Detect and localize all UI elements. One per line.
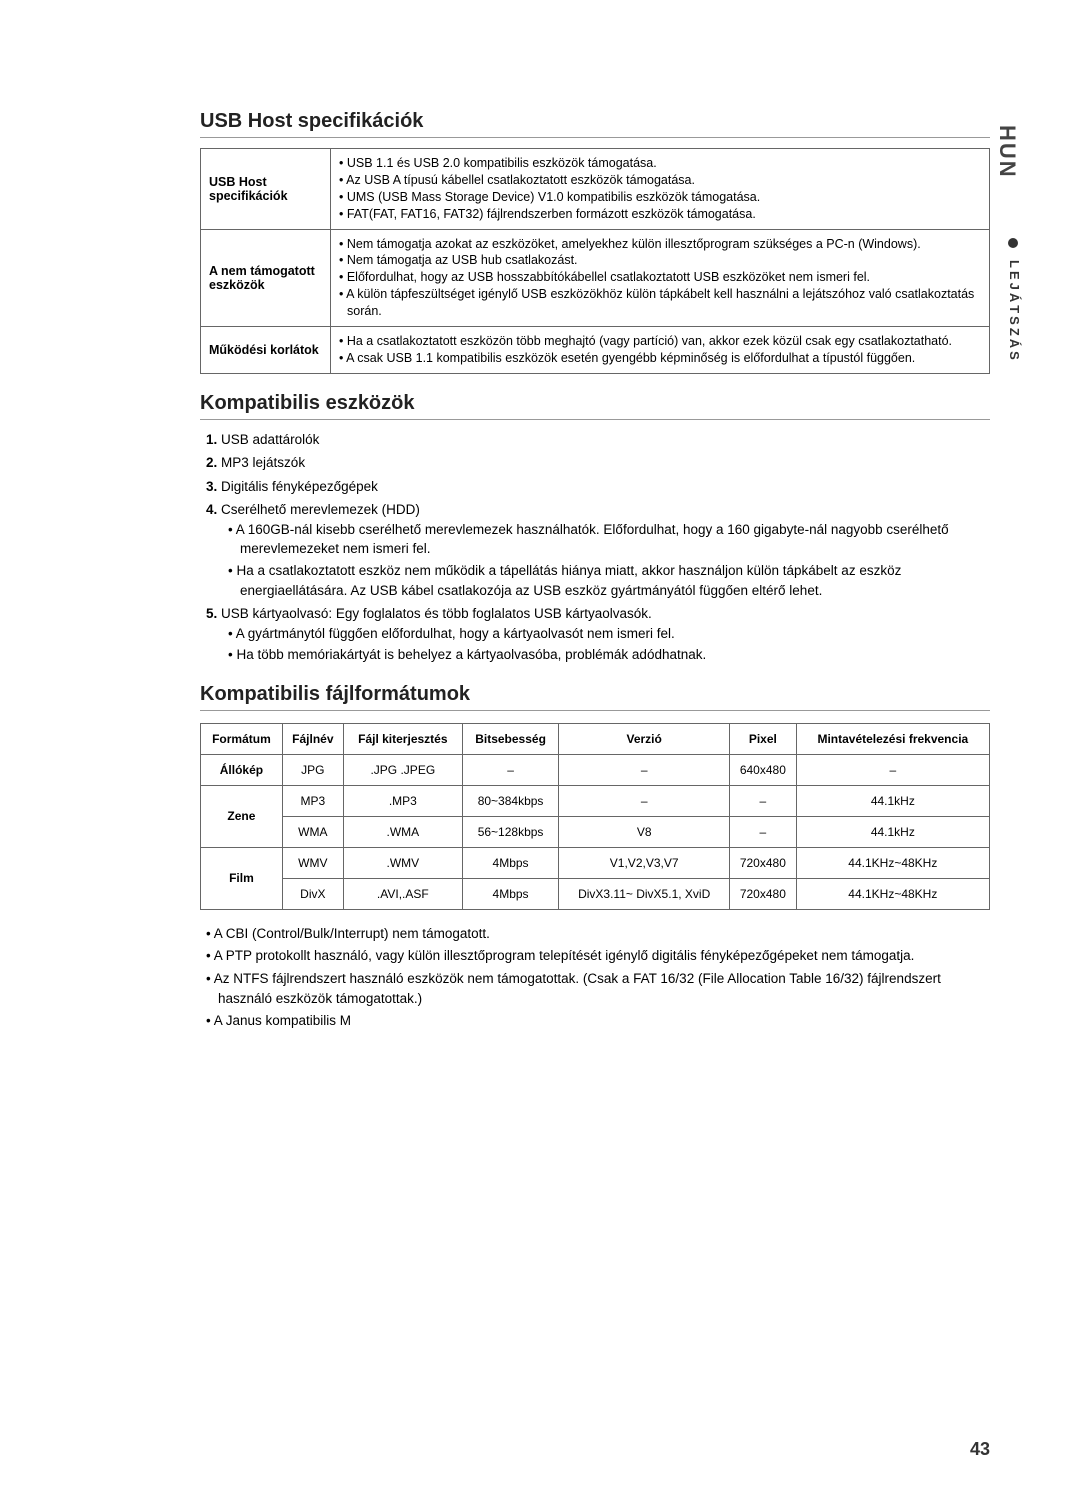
cell: V8 <box>559 816 730 847</box>
cell: – <box>730 816 797 847</box>
table-row: FilmWMV.WMV4MbpsV1,V2,V3,V7720x48044.1KH… <box>201 847 990 878</box>
category-cell: Zene <box>201 785 283 847</box>
list-item: • A külön tápfeszültséget igénylő USB es… <box>339 286 981 320</box>
cell: WMV <box>282 847 343 878</box>
cell: MP3 <box>282 785 343 816</box>
spec-section: USB Host specifikációk USB Host specifik… <box>200 110 990 374</box>
list-item: • Nem támogatja azokat az eszközöket, am… <box>339 236 981 253</box>
table-row: Működési korlátok • Ha a csatlakoztatott… <box>201 326 990 373</box>
cell: 44.1kHz <box>796 816 989 847</box>
table-row: ÁllóképJPG.JPG .JPEG––640x480– <box>201 754 990 785</box>
cell: 4Mbps <box>462 878 558 909</box>
list-item: Digitális fényképezőgépek <box>206 477 990 497</box>
list-item: • FAT(FAT, FAT16, FAT32) fájlrendszerben… <box>339 206 981 223</box>
cell: 720x480 <box>730 878 797 909</box>
table-row: A nem támogatott eszközök • Nem támogatj… <box>201 229 990 326</box>
category-cell: Film <box>201 847 283 909</box>
document-page: USB Host specifikációk USB Host specifik… <box>0 0 1080 1089</box>
table-row: USB Host specifikációk • USB 1.1 és USB … <box>201 149 990 230</box>
list-item: MP3 lejátszók <box>206 453 990 473</box>
page-number: 43 <box>970 1439 990 1460</box>
col-header: Fájlnév <box>282 723 343 754</box>
list-item: Cserélhető merevlemezek (HDD) A 160GB-ná… <box>206 500 990 600</box>
row-content: • Ha a csatlakoztatott eszközön több meg… <box>331 326 990 373</box>
category-cell: Állókép <box>201 754 283 785</box>
col-header: Formátum <box>201 723 283 754</box>
list-item: Az NTFS fájlrendszert használó eszközök … <box>206 969 990 1008</box>
heading-compat-formats: Kompatibilis fájlformátumok <box>200 683 990 711</box>
cell: 4Mbps <box>462 847 558 878</box>
row-label: USB Host specifikációk <box>201 149 331 230</box>
cell: – <box>559 754 730 785</box>
list-item: Ha több memóriakártyát is behelyez a kár… <box>228 645 990 665</box>
table-row: DivX.AVI,.ASF4MbpsDivX3.11~ DivX5.1, Xvi… <box>201 878 990 909</box>
row-label: Működési korlátok <box>201 326 331 373</box>
cell: 80~384kbps <box>462 785 558 816</box>
cell: 56~128kbps <box>462 816 558 847</box>
col-header: Pixel <box>730 723 797 754</box>
cell: 44.1KHz~48KHz <box>796 847 989 878</box>
cell: DivX3.11~ DivX5.1, XviD <box>559 878 730 909</box>
cell: – <box>462 754 558 785</box>
list-item: USB kártyaolvasó: Egy foglalatos és több… <box>206 604 990 665</box>
cell: JPG <box>282 754 343 785</box>
cell: .WMA <box>343 816 462 847</box>
table-row: ZeneMP3.MP380~384kbps––44.1kHz <box>201 785 990 816</box>
notes-list: A CBI (Control/Bulk/Interrupt) nem támog… <box>200 924 990 1031</box>
list-item: • Nem támogatja az USB hub csatlakozást. <box>339 252 981 269</box>
table-header-row: Formátum Fájlnév Fájl kiterjesztés Bitse… <box>201 723 990 754</box>
heading-compat-devices: Kompatibilis eszközök <box>200 392 990 420</box>
cell: WMA <box>282 816 343 847</box>
cell: 44.1kHz <box>796 785 989 816</box>
cell: 720x480 <box>730 847 797 878</box>
col-header: Verzió <box>559 723 730 754</box>
cell: V1,V2,V3,V7 <box>559 847 730 878</box>
device-list: USB adattárolók MP3 lejátszók Digitális … <box>200 430 990 665</box>
row-content: • USB 1.1 és USB 2.0 kompatibilis eszköz… <box>331 149 990 230</box>
cell: – <box>730 785 797 816</box>
cell: .AVI,.ASF <box>343 878 462 909</box>
list-item: • UMS (USB Mass Storage Device) V1.0 kom… <box>339 189 981 206</box>
col-header: Bitsebesség <box>462 723 558 754</box>
row-content: • Nem támogatja azokat az eszközöket, am… <box>331 229 990 326</box>
cell: – <box>559 785 730 816</box>
compat-formats-section: Kompatibilis fájlformátumok Formátum Fáj… <box>200 683 990 1031</box>
heading-usb-host-spec: USB Host specifikációk <box>200 110 990 138</box>
compat-devices-section: Kompatibilis eszközök USB adattárolók MP… <box>200 392 990 665</box>
col-header: Fájl kiterjesztés <box>343 723 462 754</box>
cell: – <box>796 754 989 785</box>
row-label: A nem támogatott eszközök <box>201 229 331 326</box>
list-item: A gyártmánytól függően előfordulhat, hog… <box>228 624 990 644</box>
list-item: A 160GB-nál kisebb cserélhető merevlemez… <box>228 520 990 559</box>
format-table: Formátum Fájlnév Fájl kiterjesztés Bitse… <box>200 723 990 910</box>
list-item: • A csak USB 1.1 kompatibilis eszközök e… <box>339 350 981 367</box>
list-item: Ha a csatlakoztatott eszköz nem működik … <box>228 561 990 600</box>
list-item: A PTP protokollt használó, vagy külön il… <box>206 946 990 966</box>
table-row: WMA.WMA56~128kbpsV8–44.1kHz <box>201 816 990 847</box>
list-item: • Az USB A típusú kábellel csatlakoztato… <box>339 172 981 189</box>
list-item: • Előfordulhat, hogy az USB hosszabbítók… <box>339 269 981 286</box>
cell: .MP3 <box>343 785 462 816</box>
col-header: Mintavételezési frekvencia <box>796 723 989 754</box>
list-item: • USB 1.1 és USB 2.0 kompatibilis eszköz… <box>339 155 981 172</box>
cell: DivX <box>282 878 343 909</box>
cell: 44.1KHz~48KHz <box>796 878 989 909</box>
cell: 640x480 <box>730 754 797 785</box>
list-item: USB adattárolók <box>206 430 990 450</box>
list-item: A Janus kompatibilis M <box>206 1011 990 1031</box>
spec-table: USB Host specifikációk • USB 1.1 és USB … <box>200 148 990 374</box>
cell: .JPG .JPEG <box>343 754 462 785</box>
list-item: A CBI (Control/Bulk/Interrupt) nem támog… <box>206 924 990 944</box>
list-item: • Ha a csatlakoztatott eszközön több meg… <box>339 333 981 350</box>
cell: .WMV <box>343 847 462 878</box>
